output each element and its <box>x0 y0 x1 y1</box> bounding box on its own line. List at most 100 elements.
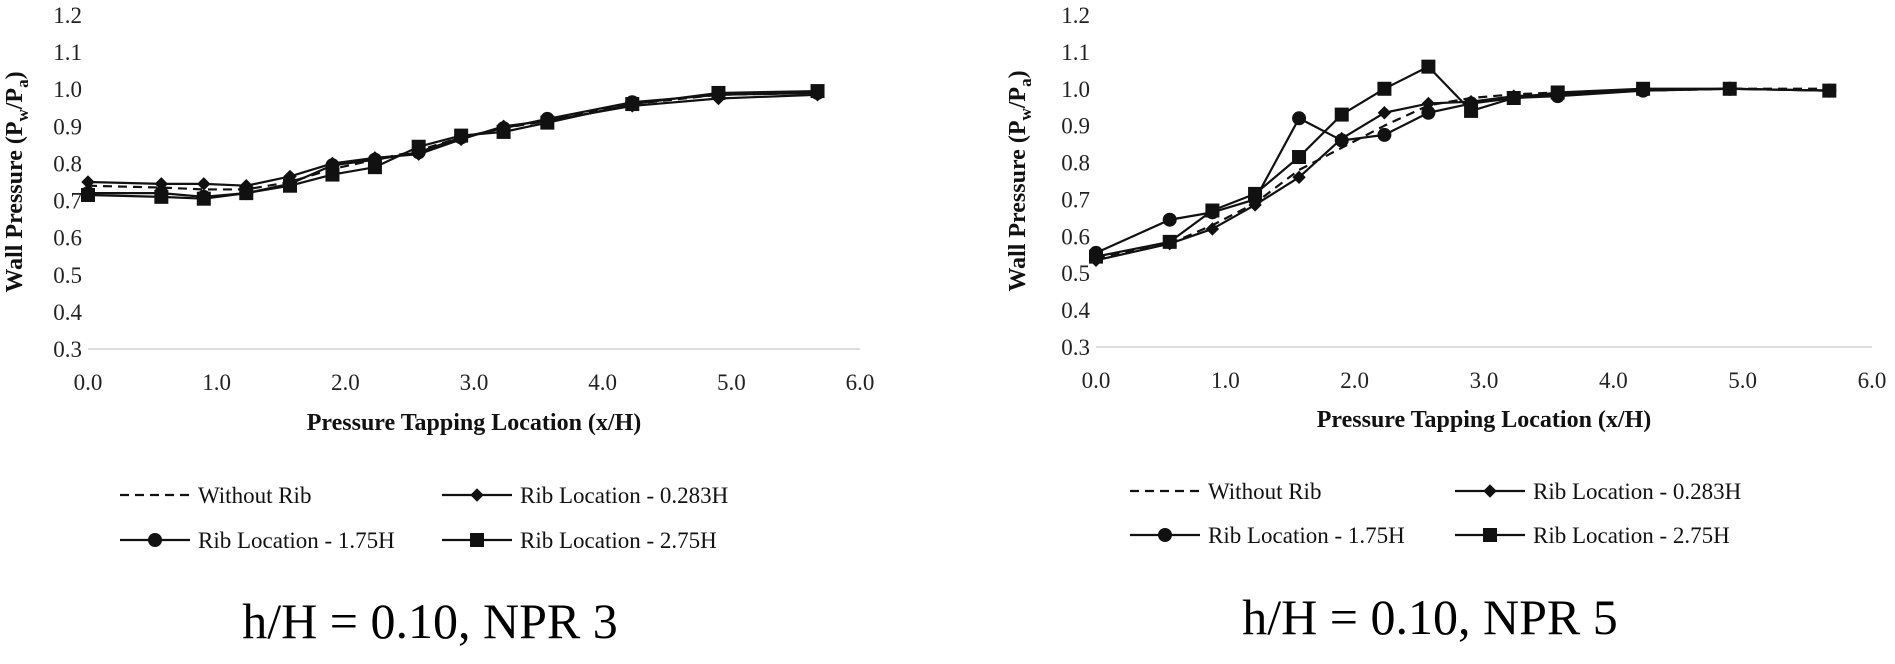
data-point <box>154 189 169 204</box>
x-tick-label: 4.0 <box>588 370 617 395</box>
y-axis-label-main: Wall Pressure (P <box>1005 121 1031 292</box>
data-point <box>283 178 298 193</box>
data-point <box>810 84 825 99</box>
y-tick-label: 1.1 <box>1061 40 1090 65</box>
y-axis-label-mid: /P <box>1005 87 1031 109</box>
data-point <box>1292 150 1307 165</box>
series-line <box>1095 65 1830 258</box>
y-axis-label-mid: /P <box>2 88 28 110</box>
x-tick-label: 2.0 <box>331 370 360 395</box>
series-line <box>1095 87 1830 260</box>
legend-marker <box>1483 484 1497 498</box>
y-axis-label: Wall Pressure (Pw/Pa) <box>1005 70 1035 291</box>
data-point <box>81 187 95 202</box>
y-tick-label: 0.3 <box>1061 335 1090 360</box>
y-tick-label: 0.6 <box>53 226 82 251</box>
legend-item: Rib Location - 0.283H <box>1455 479 1741 504</box>
series-without-rib <box>87 91 818 191</box>
legend-label: Rib Location - 0.283H <box>1533 479 1741 504</box>
data-point <box>1377 81 1392 96</box>
y-tick-labels: 0.3 0.4 0.5 0.6 0.7 0.8 0.9 1.0 1.1 1.2 <box>53 3 82 362</box>
y-axis-label-end: ) <box>1005 70 1031 78</box>
chart-panel-npr5: 0.3 0.4 0.5 0.6 0.7 0.8 0.9 1.0 1.1 1.2 0.0 1.0 2.0… <box>1005 3 1886 645</box>
data-point <box>1506 91 1521 105</box>
legend-label: Rib Location - 1.75H <box>1208 523 1405 548</box>
legend-label: Without Rib <box>198 483 311 508</box>
data-point <box>1162 234 1177 249</box>
data-point <box>1292 170 1306 185</box>
data-point <box>454 128 469 143</box>
x-tick-label: 2.0 <box>1340 368 1369 393</box>
data-point <box>1248 186 1263 201</box>
y-axis-label-sub-a: a <box>1016 78 1035 87</box>
data-point <box>540 115 555 130</box>
series-group <box>81 84 825 206</box>
series-line <box>87 91 818 191</box>
series-line <box>1095 87 1830 262</box>
series-without-rib <box>1095 87 1830 260</box>
chart-panel-npr3: 0.3 0.4 0.5 0.6 0.7 0.8 0.9 1.0 1.1 1.2 0.0 1.0 2.0… <box>2 3 874 649</box>
y-axis-label: Wall Pressure (Pw/Pa) <box>2 71 32 292</box>
data-point <box>1089 249 1103 264</box>
y-tick-label: 0.7 <box>53 189 82 214</box>
legend-label: Rib Location - 2.75H <box>1533 523 1730 548</box>
data-point <box>625 97 640 112</box>
y-tick-label: 0.4 <box>1061 298 1090 323</box>
x-tick-label: 5.0 <box>717 370 746 395</box>
data-point <box>239 186 254 201</box>
legend-item: Rib Location - 0.283H <box>442 483 728 508</box>
x-tick-label: 3.0 <box>1470 368 1499 393</box>
legend-item: Rib Location - 2.75H <box>1455 523 1730 548</box>
series-rib-location-2-75h <box>81 84 825 206</box>
legend-item: Rib Location - 1.75H <box>1130 523 1405 548</box>
y-tick-label: 0.9 <box>53 114 82 139</box>
legend: Without Rib Rib Location - 0.283H Rib Loca… <box>1130 479 1741 548</box>
legend-label: Rib Location - 2.75H <box>520 528 717 553</box>
y-tick-label: 0.3 <box>53 337 82 362</box>
x-tick-labels: 0.0 1.0 2.0 3.0 4.0 5.0 6.0 <box>74 370 875 395</box>
legend-marker <box>148 533 162 547</box>
data-point <box>197 177 211 191</box>
x-tick-label: 6.0 <box>1858 368 1887 393</box>
series-line <box>87 89 818 200</box>
y-axis-label-sub-a: a <box>13 79 32 88</box>
panel-caption: h/H = 0.10, NPR 3 <box>242 593 617 649</box>
legend-marker <box>470 533 484 547</box>
x-axis-label: Pressure Tapping Location (x/H) <box>1317 407 1652 433</box>
data-point <box>1421 105 1436 120</box>
y-tick-label: 1.0 <box>53 77 82 102</box>
y-tick-label: 0.4 <box>53 300 82 325</box>
x-tick-label: 0.0 <box>1082 368 1111 393</box>
legend-item: Rib Location - 2.75H <box>442 528 717 553</box>
y-axis-label-sub-w: w <box>13 109 32 122</box>
y-tick-label: 1.1 <box>53 40 82 65</box>
y-tick-label: 1.2 <box>53 3 82 28</box>
data-point <box>1377 106 1392 120</box>
data-point <box>1334 107 1349 122</box>
data-point <box>1292 111 1307 126</box>
data-point <box>1822 83 1837 98</box>
data-point <box>1205 203 1220 218</box>
series-rib-location-1-75h <box>81 85 825 204</box>
data-point <box>1722 81 1737 96</box>
y-axis-label-sub-w: w <box>1016 108 1035 121</box>
legend-label: Rib Location - 0.283H <box>520 483 728 508</box>
data-point <box>1550 85 1565 100</box>
x-axis-label: Pressure Tapping Location (x/H) <box>307 410 642 436</box>
y-tick-label: 1.2 <box>1061 3 1090 28</box>
x-tick-label: 0.0 <box>74 370 103 395</box>
legend-marker <box>1483 528 1497 542</box>
x-tick-label: 1.0 <box>1211 368 1240 393</box>
data-point <box>1377 127 1392 142</box>
y-tick-label: 0.8 <box>53 151 82 176</box>
data-point <box>325 167 340 182</box>
y-axis-label-main: Wall Pressure (P <box>2 122 28 293</box>
data-point <box>196 191 211 206</box>
legend-item: Without Rib <box>1130 479 1321 504</box>
x-tick-label: 3.0 <box>460 370 489 395</box>
y-tick-labels: 0.3 0.4 0.5 0.6 0.7 0.8 0.9 1.0 1.1 1.2 <box>1061 3 1090 360</box>
data-point <box>1334 133 1349 148</box>
y-tick-label: 0.8 <box>1061 151 1090 176</box>
legend: Without Rib Rib Location - 0.283H Rib Loca… <box>120 483 728 553</box>
